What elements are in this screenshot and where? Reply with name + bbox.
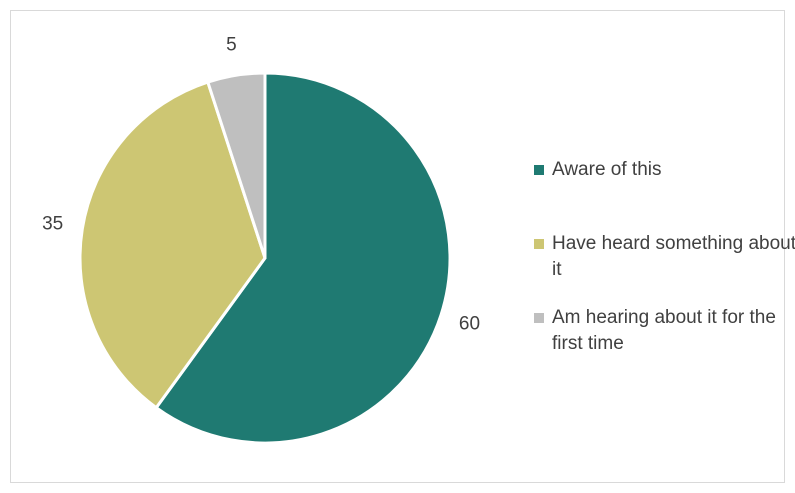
data-label: 5 xyxy=(226,35,237,56)
data-label: 60 xyxy=(459,313,480,334)
legend-entry: Have heard something about it xyxy=(534,231,795,283)
pie-slice xyxy=(78,80,267,410)
chart-border xyxy=(10,10,785,483)
legend-swatch xyxy=(534,239,544,249)
legend-label: Am hearing about it for the first time xyxy=(552,307,776,354)
legend-label: Have heard something about it xyxy=(552,233,795,280)
legend-entry: Am hearing about it for the first time xyxy=(534,305,795,357)
legend-label: Aware of this xyxy=(552,159,662,180)
legend-swatch xyxy=(534,165,544,175)
legend-swatch xyxy=(534,313,544,323)
pie-slice xyxy=(154,71,452,445)
pie-slice xyxy=(206,71,267,260)
data-label: 35 xyxy=(42,213,63,234)
legend-entry: Aware of this xyxy=(534,157,795,183)
